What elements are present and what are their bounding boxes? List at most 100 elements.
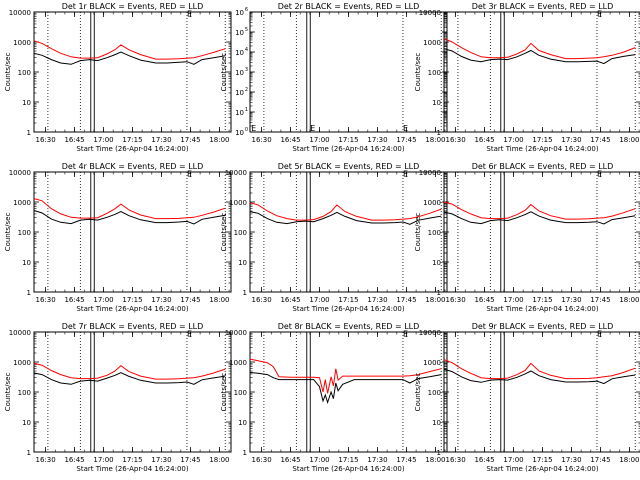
x-tick-label: 17:00 — [503, 456, 523, 464]
x-axis-label: Start Time (26-Apr-04 16:24:00) — [486, 465, 598, 473]
x-tick-label: 17:45 — [180, 136, 200, 144]
y-tick-label: 10 — [235, 129, 244, 137]
x-tick-label: 17:15 — [532, 456, 552, 464]
x-tick-label: 17:30 — [151, 456, 171, 464]
lld-rate-line — [249, 202, 442, 221]
y-tick-label: 10 — [22, 259, 31, 267]
x-tick-label: 17:30 — [561, 136, 581, 144]
panel-title: Det 7r BLACK = Events, RED = LLD — [62, 322, 204, 331]
y-tick-label: 1 — [27, 289, 31, 297]
events-rate-line — [33, 210, 226, 225]
y-tick-label: 10 — [235, 49, 244, 57]
y-tick-label: 1 — [437, 129, 441, 137]
y-tick-label: 100 — [234, 229, 247, 237]
x-tick-label: 17:45 — [396, 296, 416, 304]
plot-frame — [33, 171, 232, 293]
panel-title: Det 6r BLACK = Events, RED = LLD — [472, 162, 614, 171]
x-tick-label: 17:00 — [503, 136, 523, 144]
event-marker-label: E — [187, 169, 192, 178]
y-axis-label: Counts/sec — [4, 213, 12, 252]
panel-title: Det 8r BLACK = Events, RED = LLD — [278, 322, 420, 331]
detector-panel-7: Det 7r BLACK = Events, RED = LLD 1 10 100 10… — [4, 322, 232, 473]
y-tick-label: 1000 — [13, 199, 31, 207]
y-tick-label: 10 — [235, 29, 244, 37]
y-axis-label: Counts/sec — [414, 373, 422, 412]
event-marker-label: E — [597, 169, 602, 178]
x-tick-label: 17:15 — [532, 296, 552, 304]
x-tick-label: 16:30 — [35, 136, 55, 144]
detector-panel-6: Det 6r BLACK = Events, RED = LLD 1 10 100 10… — [414, 162, 640, 313]
x-tick-label: 16:45 — [280, 456, 300, 464]
x-tick-label: 17:45 — [396, 456, 416, 464]
x-axis-label: Start Time (26-Apr-04 16:24:00) — [292, 465, 404, 473]
y-axis-label: Counts/sec — [4, 373, 12, 412]
x-axis-label: Start Time (26-Apr-04 16:24:00) — [292, 305, 404, 313]
x-tick-label: 17:45 — [180, 456, 200, 464]
panel-title: Det 4r BLACK = Events, RED = LLD — [62, 162, 204, 171]
x-tick-label: 17:30 — [367, 136, 387, 144]
y-tick-exponent: 5 — [245, 27, 248, 33]
x-tick-label: 18:00 — [619, 136, 639, 144]
x-tick-label: 17:45 — [590, 296, 610, 304]
y-tick-label: 1000 — [229, 199, 247, 207]
x-tick-label: 18:00 — [619, 296, 639, 304]
detector-panel-4: Det 4r BLACK = Events, RED = LLD 1 10 100 10… — [4, 162, 232, 313]
events-rate-line — [443, 368, 636, 385]
x-tick-label: 16:45 — [64, 296, 84, 304]
y-tick-label: 100 — [18, 389, 31, 397]
event-marker-label: E — [597, 9, 602, 18]
y-tick-label: 1000 — [423, 39, 441, 47]
y-tick-label: 10000 — [225, 169, 247, 177]
events-rate-line — [249, 211, 442, 225]
y-tick-label: 10 — [432, 259, 441, 267]
x-tick-label: 16:30 — [445, 136, 465, 144]
x-tick-label: 17:15 — [338, 456, 358, 464]
x-tick-label: 17:45 — [396, 136, 416, 144]
x-axis-label: Start Time (26-Apr-04 16:24:00) — [292, 145, 404, 153]
plot-frame — [443, 11, 640, 133]
x-tick-label: 17:15 — [338, 136, 358, 144]
x-tick-label: 16:45 — [474, 456, 494, 464]
x-tick-label: 17:00 — [93, 456, 113, 464]
x-tick-label: 16:30 — [251, 456, 271, 464]
x-tick-label: 18:00 — [209, 456, 229, 464]
y-axis-label: Counts/sec — [220, 373, 228, 412]
x-tick-label: 18:00 — [619, 456, 639, 464]
event-marker-label: E — [251, 124, 256, 133]
y-axis-label: Counts/sec — [414, 53, 422, 92]
y-tick-label: 1 — [243, 289, 247, 297]
panel-title: Det 9r BLACK = Events, RED = LLD — [472, 322, 614, 331]
x-tick-label: 18:00 — [209, 136, 229, 144]
y-tick-label: 1 — [437, 449, 441, 457]
y-tick-label: 10000 — [419, 329, 441, 337]
detector-panel-9: Det 9r BLACK = Events, RED = LLD 1 10 100 10… — [414, 322, 640, 473]
x-axis-label: Start Time (26-Apr-04 16:24:00) — [76, 465, 188, 473]
x-axis-label: Start Time (26-Apr-04 16:24:00) — [486, 305, 598, 313]
lld-rate-line — [249, 358, 442, 394]
y-tick-label: 1000 — [229, 359, 247, 367]
detector-panel-5: Det 5r BLACK = Events, RED = LLD 1 10 100 10… — [220, 162, 448, 313]
plot-frame — [443, 171, 640, 293]
x-tick-label: 18:00 — [209, 296, 229, 304]
x-tick-label: 17:15 — [122, 136, 142, 144]
y-axis-label: Counts/sec — [220, 53, 228, 92]
event-marker-label: E — [597, 329, 602, 338]
detector-panel-3: Det 3r BLACK = Events, RED = LLD 1 10 100 10… — [414, 2, 640, 153]
y-tick-label: 10 — [238, 259, 247, 267]
x-tick-label: 18:00 — [425, 296, 445, 304]
y-tick-label: 10 — [22, 419, 31, 427]
lld-rate-line — [443, 359, 636, 380]
plot-frame — [443, 331, 640, 453]
y-tick-label: 100 — [428, 69, 441, 77]
x-tick-label: 17:00 — [309, 136, 329, 144]
x-tick-label: 18:00 — [425, 136, 445, 144]
x-tick-label: 16:30 — [445, 456, 465, 464]
y-tick-exponent: 6 — [245, 7, 248, 13]
lld-rate-line — [443, 38, 636, 60]
panel-title: Det 2r BLACK = Events, RED = LLD — [278, 2, 420, 11]
x-tick-label: 16:30 — [251, 296, 271, 304]
event-marker-label: E — [310, 124, 315, 133]
x-tick-label: 17:15 — [122, 456, 142, 464]
plot-frame — [33, 11, 232, 133]
